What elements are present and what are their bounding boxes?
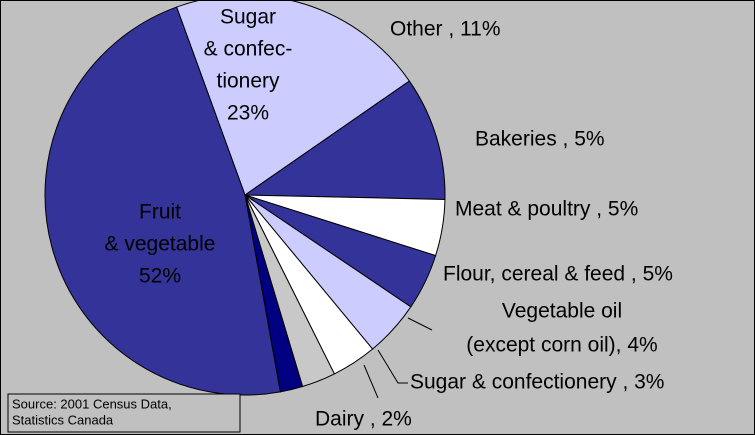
- leader-line: [407, 317, 433, 331]
- source: Statistics Canada: [12, 412, 114, 427]
- leader-line: [363, 364, 379, 399]
- slice-label: & vegetable: [105, 233, 216, 256]
- slice: [44, 6, 281, 396]
- slice: [175, 0, 411, 196]
- slice-label: Other , 11%: [390, 18, 501, 41]
- slice-label: Flour, cereal & feed , 5%: [443, 263, 673, 286]
- slice-label: Sugar & confectionery , 3%: [410, 371, 664, 394]
- slice: [243, 80, 446, 200]
- slice-label: Bakeries , 5%: [475, 128, 605, 151]
- source-box: [7, 393, 241, 433]
- slice-label: Fruit: [139, 201, 181, 224]
- slice-label: tionery: [216, 70, 280, 93]
- slice-label: (except corn oil), 4%: [466, 334, 657, 357]
- slice-label: 52%: [139, 265, 181, 288]
- leader-line: [377, 349, 408, 384]
- source: Source: 2001 Census Data,: [12, 396, 172, 411]
- slice-label: Vegetable oil: [502, 300, 622, 323]
- slice-label: Sugar: [220, 6, 276, 29]
- slice-label: & confec-: [204, 38, 293, 61]
- slice-label: 23%: [227, 102, 269, 125]
- pie: [44, 0, 446, 396]
- slice-label: Meat & poultry , 5%: [455, 198, 638, 221]
- slice-label: Dairy , 2%: [315, 408, 412, 431]
